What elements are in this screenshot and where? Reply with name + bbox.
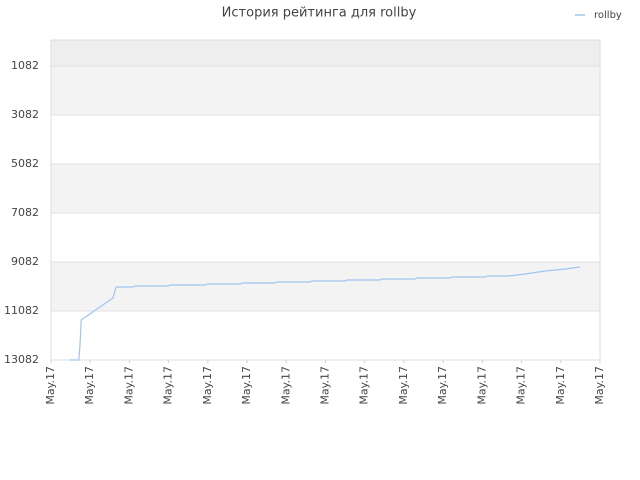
- x-tick-label: May.17: [44, 366, 57, 405]
- y-tick-label: 9082: [11, 255, 39, 268]
- x-tick-label: May.17: [593, 366, 606, 405]
- plot-border: [50, 39, 601, 361]
- y-tick-label: 7082: [11, 206, 39, 219]
- x-tick-label: May.17: [554, 366, 567, 405]
- x-tick-label: May.17: [515, 366, 528, 405]
- x-tick-label: May.17: [201, 366, 214, 405]
- band: [51, 65, 600, 115]
- y-tick-label: 1082: [11, 59, 39, 72]
- band: [51, 163, 600, 213]
- x-tick-label: May.17: [436, 366, 449, 405]
- x-tick-label: May.17: [319, 366, 332, 405]
- x-tick-label: May.17: [122, 366, 135, 405]
- x-tick-label: May.17: [279, 366, 292, 405]
- y-tick-label: 13082: [4, 353, 39, 366]
- x-tick-label: May.17: [475, 366, 488, 405]
- x-tick-label: May.17: [358, 366, 371, 405]
- x-tick-label: May.17: [240, 366, 253, 405]
- band: [51, 40, 600, 66]
- y-tick-label: 3082: [11, 108, 39, 121]
- x-tick-label: May.17: [162, 366, 175, 405]
- x-tick-label: May.17: [397, 366, 410, 405]
- x-tick-label: May.17: [83, 366, 96, 405]
- line: [69, 266, 581, 361]
- y-tick-label: 11082: [4, 304, 39, 317]
- y-tick-label: 5082: [11, 157, 39, 170]
- legend-label: rollby: [594, 10, 622, 21]
- chart-title: История рейтинга для rollby: [222, 6, 417, 21]
